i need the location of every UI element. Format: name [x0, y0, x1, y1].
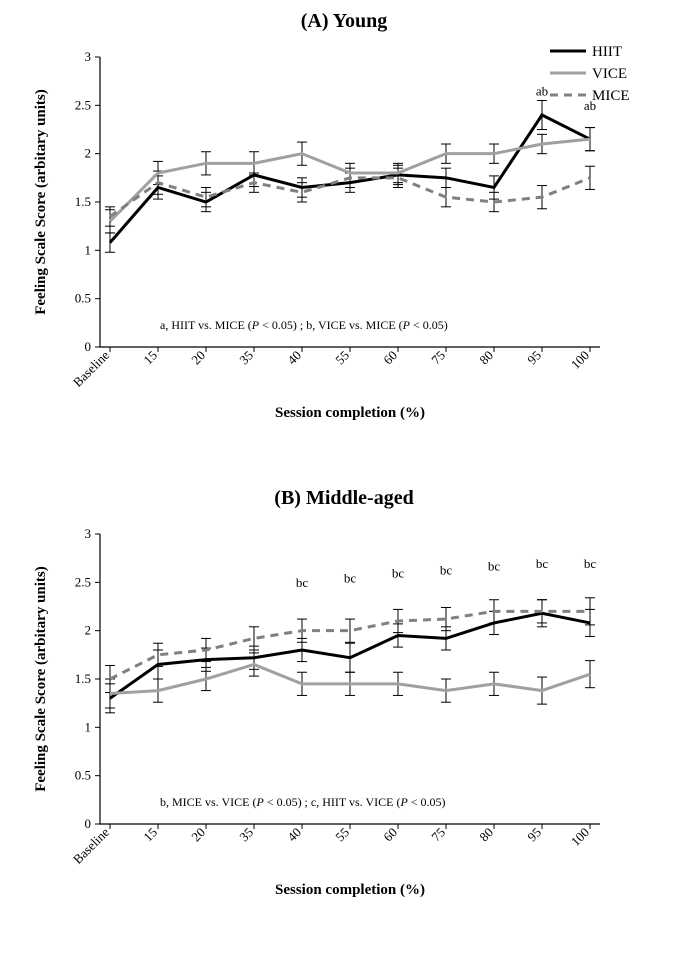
x-tick-label: 80	[476, 348, 496, 368]
x-tick-label: Baseline	[70, 347, 112, 389]
legend-label: VICE	[592, 66, 627, 82]
y-tick-label: 2.5	[75, 97, 91, 112]
x-tick-label: 100	[568, 825, 592, 849]
x-tick-label: 35	[236, 348, 256, 368]
sig-annotation: ab	[536, 84, 548, 99]
x-axis-label: Session completion (%)	[275, 882, 425, 898]
y-tick-label: 2.5	[75, 574, 91, 589]
x-tick-label: 55	[332, 825, 352, 845]
x-tick-label: 60	[380, 348, 400, 368]
y-axis-label: Feeling Scale Score (arbitary units)	[33, 566, 49, 792]
y-tick-label: 1.5	[75, 671, 91, 686]
y-tick-label: 2	[85, 146, 92, 161]
y-tick-label: 2	[85, 623, 92, 638]
y-axis-label: Feeling Scale Score (arbitary units)	[33, 89, 49, 315]
sig-annotation: bc	[536, 556, 549, 571]
x-axis-label: Session completion (%)	[275, 405, 425, 421]
x-tick-label: 40	[284, 348, 304, 368]
y-tick-label: 3	[85, 49, 92, 64]
legend-label: MICE	[592, 88, 630, 104]
x-tick-label: Baseline	[70, 824, 112, 866]
sig-annotation: bc	[488, 559, 501, 574]
stat-note: a, HIIT vs. MICE (P < 0.05) ; b, VICE vs…	[160, 318, 448, 332]
panel-A: (A) Young 0 0.5 1 1.5 2 2.5 3 Baseline 15 20 35 40 55…	[10, 10, 678, 457]
sig-annotation: bc	[296, 575, 309, 590]
sig-annotation: bc	[584, 556, 597, 571]
x-tick-label: 40	[284, 825, 304, 845]
chart-svg: 0 0.5 1 1.5 2 2.5 3 Baseline 15 20 35 40 55 60 75 80 95 1…	[10, 37, 678, 457]
chart-svg: 0 0.5 1 1.5 2 2.5 3 Baseline 15 20 35 40 55 60 75 80 95 1…	[10, 514, 678, 934]
y-tick-label: 1	[85, 719, 92, 734]
x-tick-label: 20	[188, 825, 208, 845]
panel-B: (B) Middle-aged 0 0.5 1 1.5 2 2.5 3 Baseline 15 20…	[10, 487, 678, 934]
legend-label: HIIT	[592, 44, 622, 60]
x-tick-label: 95	[524, 825, 544, 845]
x-tick-label: 60	[380, 825, 400, 845]
x-tick-label: 35	[236, 825, 256, 845]
stat-note: b, MICE vs. VICE (P < 0.05) ; c, HIIT vs…	[160, 795, 446, 809]
sig-annotation: bc	[440, 563, 453, 578]
x-tick-label: 55	[332, 348, 352, 368]
y-tick-label: 1.5	[75, 194, 91, 209]
sig-annotation: bc	[344, 570, 357, 585]
panel-title: (A) Young	[10, 10, 678, 33]
panel-title: (B) Middle-aged	[10, 487, 678, 510]
x-tick-label: 15	[140, 348, 160, 368]
y-tick-label: 1	[85, 242, 92, 257]
x-tick-label: 80	[476, 825, 496, 845]
y-tick-label: 0.5	[75, 768, 91, 783]
sig-annotation: bc	[392, 566, 405, 581]
y-tick-label: 3	[85, 526, 92, 541]
x-tick-label: 95	[524, 348, 544, 368]
y-tick-label: 0.5	[75, 291, 91, 306]
y-tick-label: 0	[85, 339, 92, 354]
x-tick-label: 15	[140, 825, 160, 845]
x-tick-label: 20	[188, 348, 208, 368]
x-tick-label: 75	[428, 348, 448, 368]
x-tick-label: 75	[428, 825, 448, 845]
y-tick-label: 0	[85, 816, 92, 831]
x-tick-label: 100	[568, 348, 592, 372]
